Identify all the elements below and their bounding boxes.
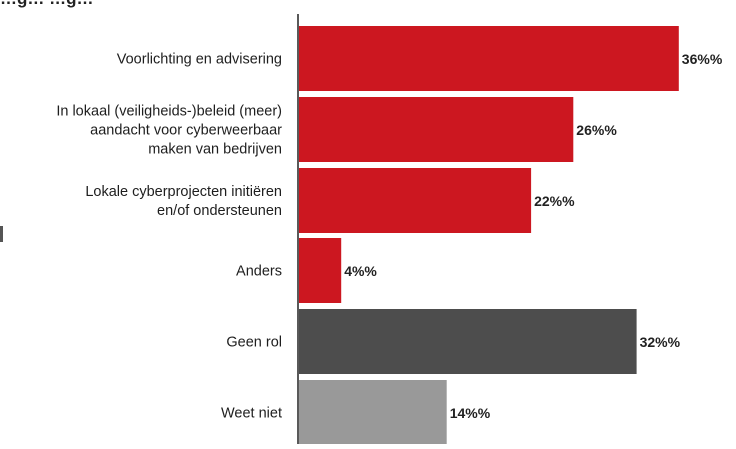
category-label: In lokaal (veiligheids-)beleid (meer) [56,104,282,120]
bar [299,238,342,303]
edge-mark [0,226,3,242]
bar [299,26,679,91]
category-label: Voorlichting en advisering [117,52,282,68]
category-label: Geen rol [226,335,282,351]
category-label: aandacht voor cyberweerbaar [90,123,282,139]
value-label: 14%% [450,405,491,421]
category-label: en/of ondersteunen [157,203,282,219]
category-label: Lokale cyberprojecten initiëren [85,184,282,200]
bar [299,380,447,445]
value-label: 36%% [682,51,723,67]
value-label: 26%% [576,122,617,138]
chart-title: …g… …g… [0,0,94,9]
value-label: 4%% [344,263,377,279]
category-label: maken van bedrijven [148,142,282,158]
category-label: Anders [236,264,282,280]
value-label: 22%% [534,193,575,209]
category-label: Weet niet [221,406,282,422]
value-label: 32%% [640,334,681,350]
bar [299,309,637,374]
bar [299,168,532,233]
bar [299,97,574,162]
